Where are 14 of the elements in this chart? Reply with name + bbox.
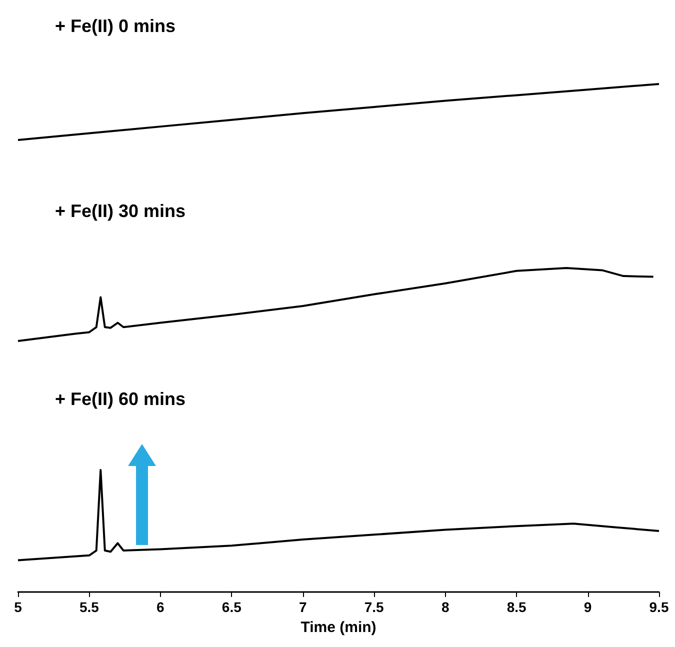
x-tick-label: 8.5 [506, 599, 526, 615]
x-tick-label: 6 [156, 599, 165, 615]
chart-title: + Fe(II) 30 mins [55, 201, 186, 221]
x-tick-label: 8 [441, 599, 450, 615]
x-tick-label: 7 [298, 599, 307, 615]
chart-title: + Fe(II) 60 mins [55, 389, 186, 409]
x-axis-title: Time (min) [300, 619, 376, 636]
x-tick-label: 9 [584, 599, 592, 615]
x-tick-label: 7.5 [364, 599, 384, 615]
x-tick-label: 9.5 [649, 599, 669, 615]
x-tick-label: 6.5 [222, 599, 242, 615]
x-tick-label: 5 [14, 599, 22, 615]
x-tick-label: 5.5 [79, 599, 100, 615]
chart-title: + Fe(II) 0 mins [55, 16, 176, 36]
